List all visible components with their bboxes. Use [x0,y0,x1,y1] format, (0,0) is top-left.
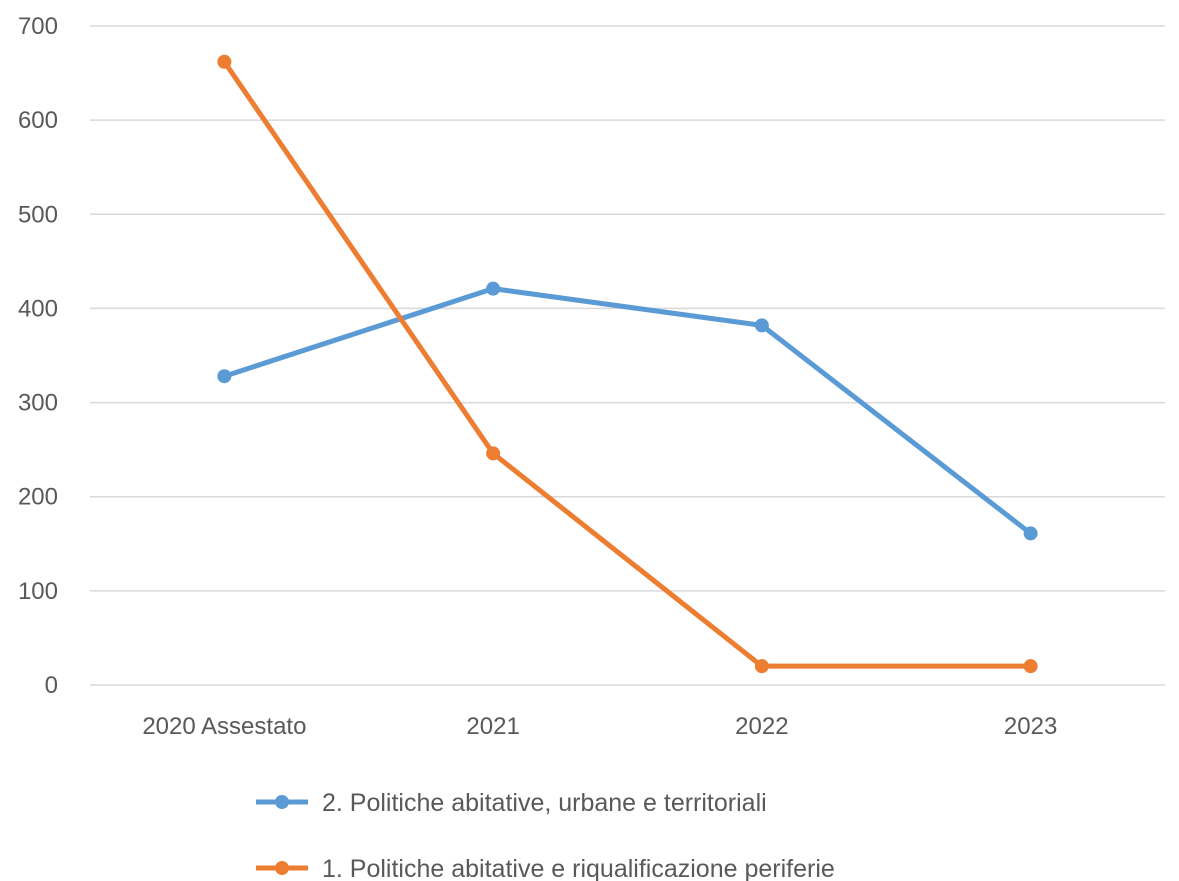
legend-label: 1. Politiche abitative e riqualificazion… [322,855,835,881]
y-axis-tick-labels: 0 100 200 300 400 500 600 700 [18,13,58,699]
data-point [754,318,769,333]
legend-label: 2. Politiche abitative, urbane e territo… [322,789,767,817]
y-tick-label: 300 [18,390,58,417]
data-point [486,281,501,296]
y-tick-label: 100 [18,578,58,605]
series-line [221,59,1034,669]
y-tick-label: 0 [45,672,58,699]
x-tick-label: 2020 Assestato [142,713,306,740]
legend-entry: 1. Politiche abitative e riqualificazion… [256,855,835,881]
y-tick-label: 600 [18,107,58,134]
y-tick-label: 700 [18,13,58,40]
legend-marker-icon [275,861,289,875]
legend: 2. Politiche abitative, urbane e territo… [256,789,835,881]
data-point [1023,526,1038,541]
data-point [217,369,232,384]
y-tick-label: 400 [18,295,58,322]
data-point [754,659,769,674]
gridlines [90,25,1165,686]
series-line [221,286,1034,536]
x-tick-label: 2021 [466,713,519,740]
series-layer [217,54,1038,674]
data-point [1023,659,1038,674]
legend-entry: 2. Politiche abitative, urbane e territo… [256,789,767,817]
data-point [217,54,232,69]
series-2 [217,54,1038,674]
x-axis-tick-labels: 2020 Assestato 2021 2022 2023 [142,713,1057,740]
legend-marker-icon [275,795,289,809]
data-point [486,446,501,461]
x-tick-label: 2023 [1004,713,1057,740]
y-tick-label: 500 [18,201,58,228]
series-1 [217,281,1038,541]
x-tick-label: 2022 [735,713,788,740]
y-tick-label: 200 [18,484,58,511]
